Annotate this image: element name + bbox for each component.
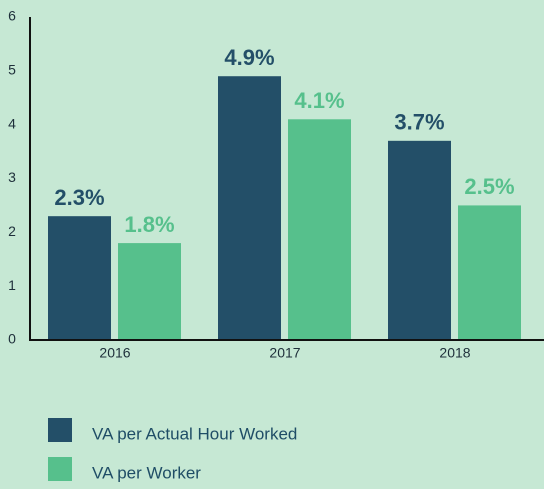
data-label: 4.1% [294,88,344,113]
bar [48,216,111,340]
bar [118,243,181,340]
x-tick-label: 2017 [269,345,300,361]
y-tick-label: 0 [8,331,16,347]
legend-swatch [48,457,72,481]
x-tick-label: 2016 [99,345,130,361]
legend-label: VA per Worker [92,463,201,482]
bar [288,119,351,341]
y-tick-label: 3 [8,169,16,185]
data-label: 2.5% [464,174,514,199]
y-tick-label: 5 [8,62,16,78]
x-tick-label: 2018 [439,345,470,361]
legend-label: VA per Actual Hour Worked [92,424,297,443]
data-label: 1.8% [124,212,174,237]
y-tick-label: 1 [8,277,16,293]
y-tick-label: 6 [8,8,16,24]
bar [218,76,281,340]
y-tick-label: 2 [8,223,16,239]
data-label: 4.9% [224,45,274,70]
bar [388,140,451,340]
data-label: 3.7% [394,110,444,135]
y-tick-label: 4 [8,115,16,131]
legend-swatch [48,418,72,442]
data-label: 2.3% [54,185,104,210]
bar [458,205,521,340]
